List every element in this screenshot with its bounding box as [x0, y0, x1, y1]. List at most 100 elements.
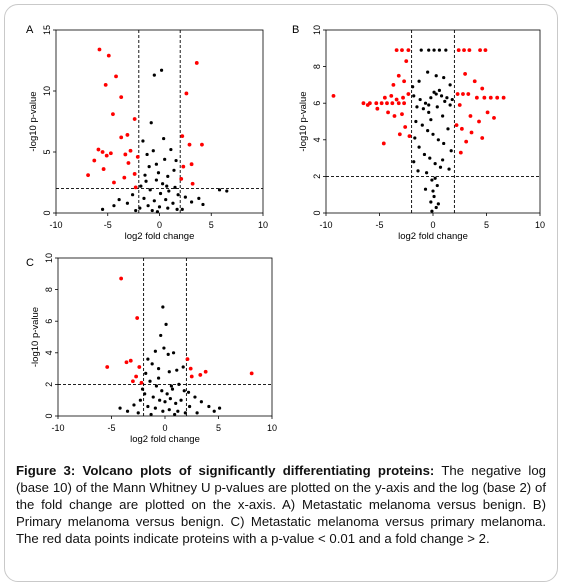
significant-data-point	[249, 371, 254, 376]
significant-data-point	[189, 374, 194, 379]
y-tick-label: 10	[44, 253, 54, 263]
x-tick-label: 10	[535, 220, 545, 230]
significant-data-point	[134, 374, 139, 379]
significant-data-point	[198, 373, 203, 377]
plot-frame	[57, 257, 273, 417]
y-tick-label: 5	[42, 149, 52, 154]
data-point	[161, 409, 165, 413]
significant-data-point	[396, 73, 401, 78]
data-point	[162, 136, 166, 141]
significant-data-point	[402, 79, 407, 84]
significant-data-point	[203, 369, 208, 374]
data-point	[169, 147, 173, 152]
significant-data-point	[111, 112, 115, 117]
data-point	[195, 411, 199, 415]
significant-data-point	[114, 74, 118, 79]
data-point	[434, 92, 438, 96]
x-tick-label: -5	[107, 423, 115, 433]
data-point	[415, 105, 419, 109]
significant-data-point	[492, 115, 496, 120]
significant-data-point	[189, 162, 194, 167]
significant-data-point	[108, 151, 113, 156]
data-point	[166, 206, 170, 210]
data-point	[411, 85, 415, 89]
significant-data-point	[458, 150, 463, 155]
panel-label: C	[26, 257, 34, 269]
data-point	[419, 48, 423, 52]
significant-data-point	[190, 181, 195, 186]
data-point	[433, 176, 437, 180]
significant-data-point	[133, 185, 138, 190]
data-point	[448, 103, 452, 107]
significant-data-point	[123, 152, 128, 157]
data-point	[176, 193, 180, 197]
data-point	[175, 207, 179, 211]
y-tick-label: 10	[42, 86, 52, 96]
data-point	[450, 97, 454, 102]
y-tick-label: 8	[312, 64, 322, 69]
significant-data-point	[406, 92, 411, 96]
significant-data-point	[361, 101, 366, 106]
significant-data-point	[455, 92, 460, 96]
significant-data-point	[386, 110, 390, 115]
data-point	[437, 48, 442, 52]
data-point	[414, 119, 418, 124]
y-tick-label: 2	[44, 382, 54, 387]
data-point	[165, 184, 169, 188]
data-point	[189, 200, 194, 204]
data-point	[420, 123, 424, 127]
x-tick-label: 5	[209, 220, 214, 230]
data-point	[435, 183, 439, 188]
data-point	[427, 48, 431, 52]
data-point	[171, 351, 176, 355]
data-point	[424, 171, 429, 175]
significant-data-point	[132, 172, 137, 176]
data-point	[153, 349, 157, 353]
data-point	[439, 94, 444, 98]
data-point	[426, 70, 430, 74]
data-point	[421, 107, 425, 111]
data-point	[432, 90, 436, 94]
data-point	[154, 162, 158, 166]
data-point	[427, 110, 431, 114]
data-point	[207, 404, 211, 409]
data-point	[144, 371, 148, 375]
data-point	[156, 376, 161, 380]
significant-data-point	[403, 125, 408, 129]
data-point	[413, 136, 417, 140]
data-point	[181, 365, 185, 369]
data-point	[173, 185, 177, 189]
significant-data-point	[379, 101, 384, 106]
data-point	[140, 387, 145, 391]
data-point	[154, 384, 159, 388]
significant-data-point	[394, 97, 399, 102]
data-point	[418, 97, 422, 102]
data-point	[152, 199, 156, 203]
significant-data-point	[468, 114, 473, 118]
data-point	[183, 411, 187, 415]
data-point	[430, 178, 434, 182]
significant-data-point	[501, 95, 506, 100]
significant-data-point	[463, 72, 467, 76]
data-point	[412, 94, 416, 98]
data-point	[156, 367, 161, 371]
significant-data-point	[135, 316, 140, 320]
significant-data-point	[179, 176, 184, 181]
x-tick-label: 10	[258, 220, 268, 230]
significant-data-point	[96, 147, 101, 152]
significant-data-point	[400, 112, 404, 117]
significant-data-point	[100, 150, 105, 154]
data-point	[166, 352, 170, 356]
data-point	[150, 362, 154, 366]
data-point	[163, 400, 167, 404]
data-point	[157, 205, 162, 209]
significant-data-point	[478, 48, 482, 53]
data-point	[427, 103, 431, 107]
data-point	[139, 184, 143, 188]
x-tick-label: -10	[49, 220, 62, 230]
x-tick-label: 5	[484, 220, 489, 230]
data-point	[175, 368, 179, 372]
data-point	[193, 395, 197, 399]
significant-data-point	[128, 358, 133, 363]
data-point	[165, 392, 169, 396]
